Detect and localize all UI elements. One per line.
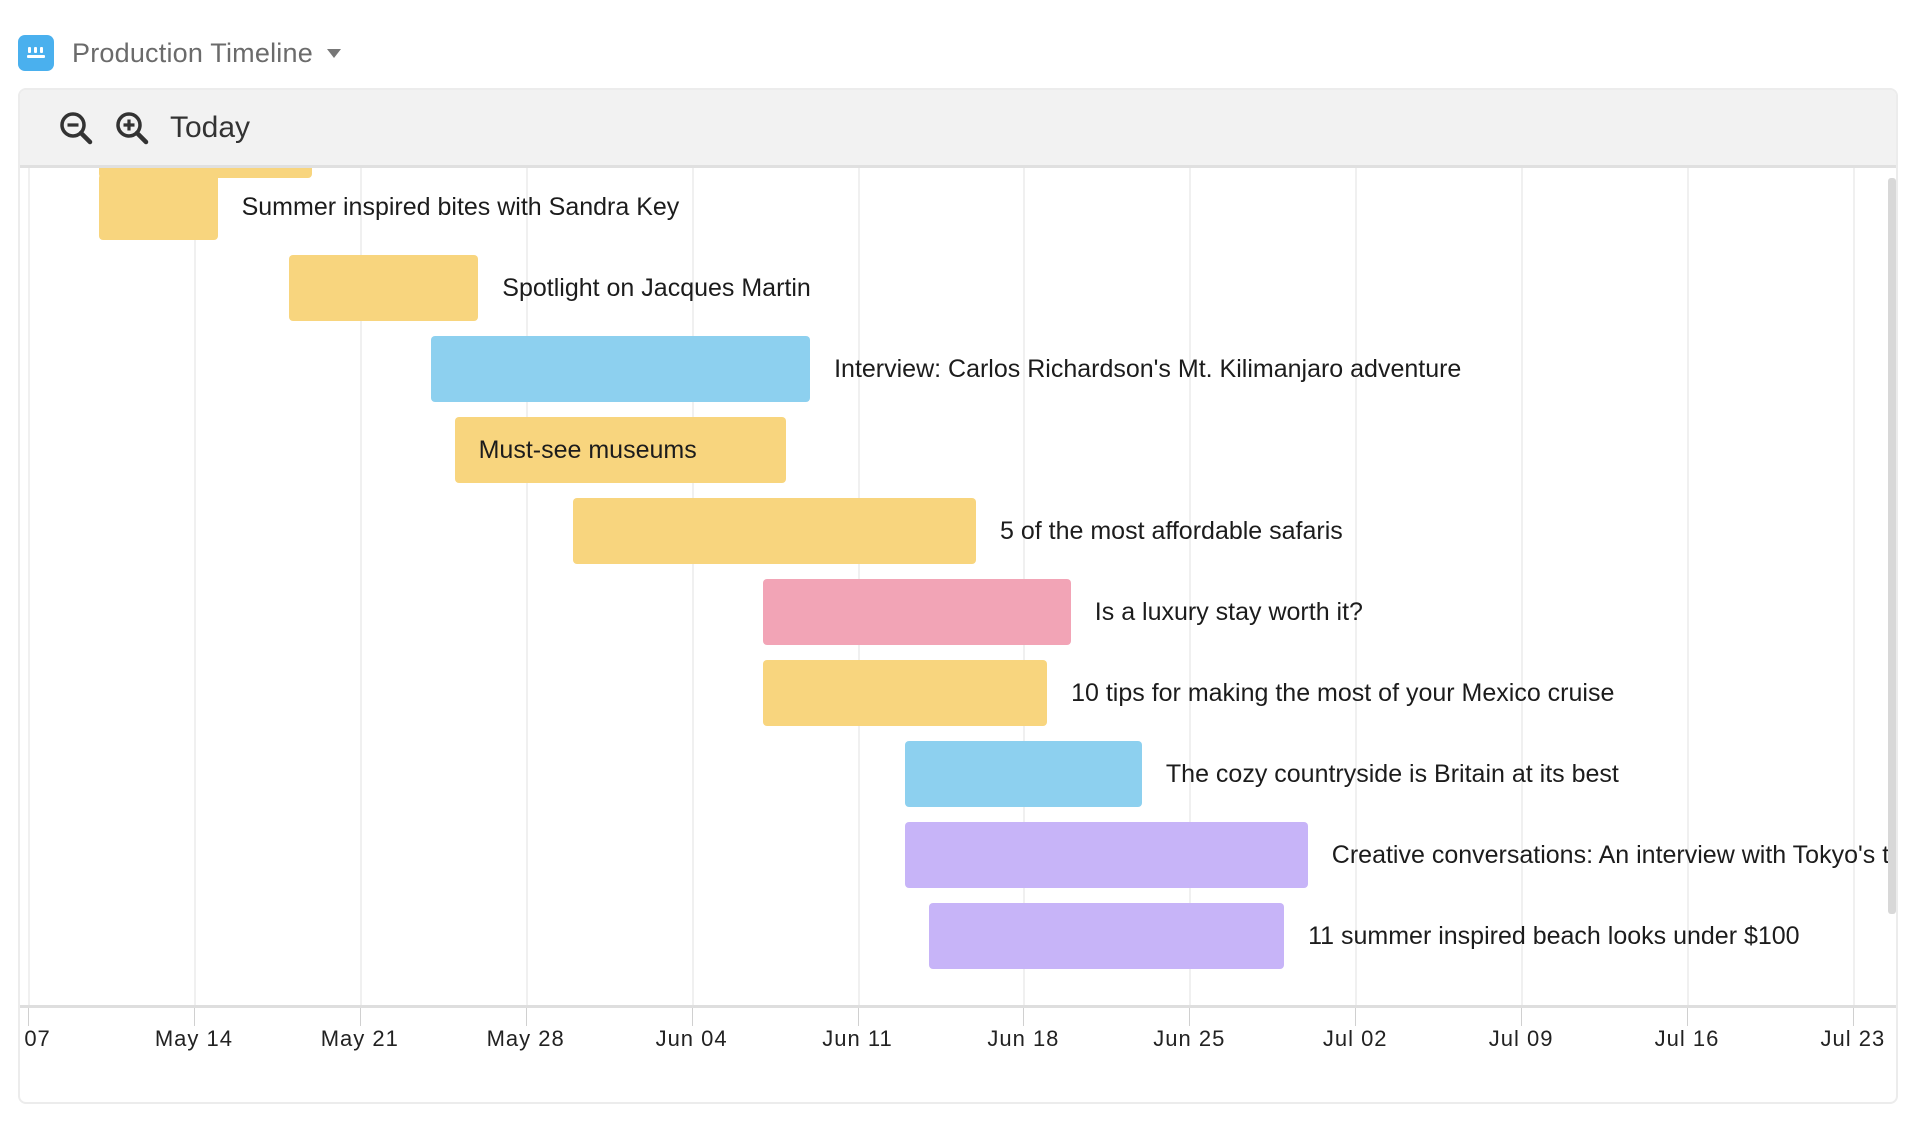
- today-button[interactable]: Today: [170, 111, 251, 144]
- timeline-bar[interactable]: [288, 255, 479, 321]
- timeline-bar-label[interactable]: Spotlight on Jacques Martin: [502, 274, 811, 302]
- week-gridline: [1521, 168, 1524, 1008]
- axis-tick-label: Jul 09: [1488, 1026, 1554, 1051]
- timeline-bar[interactable]: [904, 822, 1308, 888]
- zoom-in-icon[interactable]: [114, 110, 150, 146]
- axis-tick-label: Jun 18: [987, 1026, 1060, 1051]
- axis-tick: [359, 1008, 361, 1026]
- timeline-bar[interactable]: [573, 498, 976, 564]
- axis-tick-label: May 21: [320, 1026, 399, 1051]
- axis-tick: [691, 1008, 693, 1026]
- axis-tick-label: Jun 25: [1153, 1026, 1226, 1051]
- axis-tick-label: Jun 11: [822, 1026, 893, 1051]
- timeline-bar-label[interactable]: 11 summer inspired beach looks under $10…: [1308, 922, 1800, 950]
- view-title[interactable]: Production Timeline: [72, 37, 313, 68]
- timeline-axis: y 07 May 14 May 21 May 28 Jun 04 Jun 11 Jun 18…: [20, 1008, 1896, 1102]
- axis-tick: [1023, 1008, 1025, 1026]
- timeline-bar-label[interactable]: Must-see museums: [478, 436, 697, 464]
- axis-tick-label: Jun 04: [655, 1026, 728, 1051]
- zoom-out-icon[interactable]: [58, 110, 94, 146]
- timeline-bar[interactable]: [99, 168, 313, 178]
- timeline-toolbar: Today: [20, 90, 1896, 168]
- axis-tick-label: Jul 23: [1820, 1026, 1886, 1051]
- timeline-bar[interactable]: [928, 903, 1285, 969]
- axis-tick-label: Jul 02: [1322, 1026, 1388, 1051]
- axis-tick-label: May 14: [154, 1026, 233, 1051]
- week-gridline: [1189, 168, 1192, 1008]
- timeline-bar-label[interactable]: Creative conversations: An interview wit…: [1331, 841, 1890, 869]
- timeline-bar[interactable]: [762, 579, 1071, 645]
- timeline-bar-label[interactable]: Summer inspired bites with Sandra Key: [241, 193, 680, 221]
- timeline-bar-label[interactable]: Is a luxury stay worth it?: [1094, 598, 1363, 626]
- timeline-bar[interactable]: [99, 174, 218, 240]
- timeline-bar-label[interactable]: The cozy countryside is Britain at its b…: [1165, 760, 1619, 788]
- week-gridline: [1687, 168, 1689, 1008]
- axis-tick-label: y 07: [20, 1026, 51, 1051]
- axis-tick: [1687, 1008, 1688, 1026]
- timeline-bar-label[interactable]: 5 of the most affordable safaris: [1000, 517, 1343, 545]
- timeline-panel: Today Summer inspired bites with Sandra …: [18, 88, 1898, 1104]
- axis-tick: [1852, 1008, 1854, 1026]
- timeline-bar[interactable]: [454, 417, 787, 483]
- app-header: Production Timeline: [18, 35, 341, 71]
- axis-tick: [28, 1008, 29, 1026]
- week-gridline: [28, 168, 30, 1008]
- axis-tick: [1189, 1008, 1191, 1026]
- week-gridline: [1852, 168, 1855, 1008]
- timeline-bar[interactable]: [904, 741, 1142, 807]
- timeline-bar[interactable]: [762, 660, 1048, 726]
- week-gridline: [1355, 168, 1358, 1008]
- week-gridline: [525, 168, 528, 1008]
- timeline-axis-line: [20, 1005, 1896, 1008]
- week-gridline: [359, 168, 362, 1008]
- timeline-bar-label[interactable]: Interview: Carlos Richardson's Mt. Kilim…: [834, 355, 1462, 383]
- axis-tick: [1521, 1008, 1523, 1026]
- axis-tick: [857, 1008, 859, 1026]
- axis-tick-label: Jul 16: [1654, 1026, 1720, 1051]
- week-gridline: [691, 168, 694, 1008]
- caret-down-icon[interactable]: [326, 48, 341, 58]
- axis-tick: [193, 1008, 195, 1026]
- timeline-bar[interactable]: [430, 336, 811, 402]
- week-gridline: [193, 168, 196, 1008]
- vertical-scrollbar[interactable]: [1888, 178, 1896, 914]
- timeline-bar-label[interactable]: 10 tips for making the most of your Mexi…: [1071, 679, 1615, 707]
- axis-tick: [1355, 1008, 1357, 1026]
- timeline-app-icon[interactable]: [18, 35, 54, 71]
- axis-tick: [525, 1008, 527, 1026]
- timeline-canvas: Summer inspired bites with Sandra Key Spo…: [20, 168, 1896, 1008]
- axis-tick-label: May 28: [486, 1026, 565, 1051]
